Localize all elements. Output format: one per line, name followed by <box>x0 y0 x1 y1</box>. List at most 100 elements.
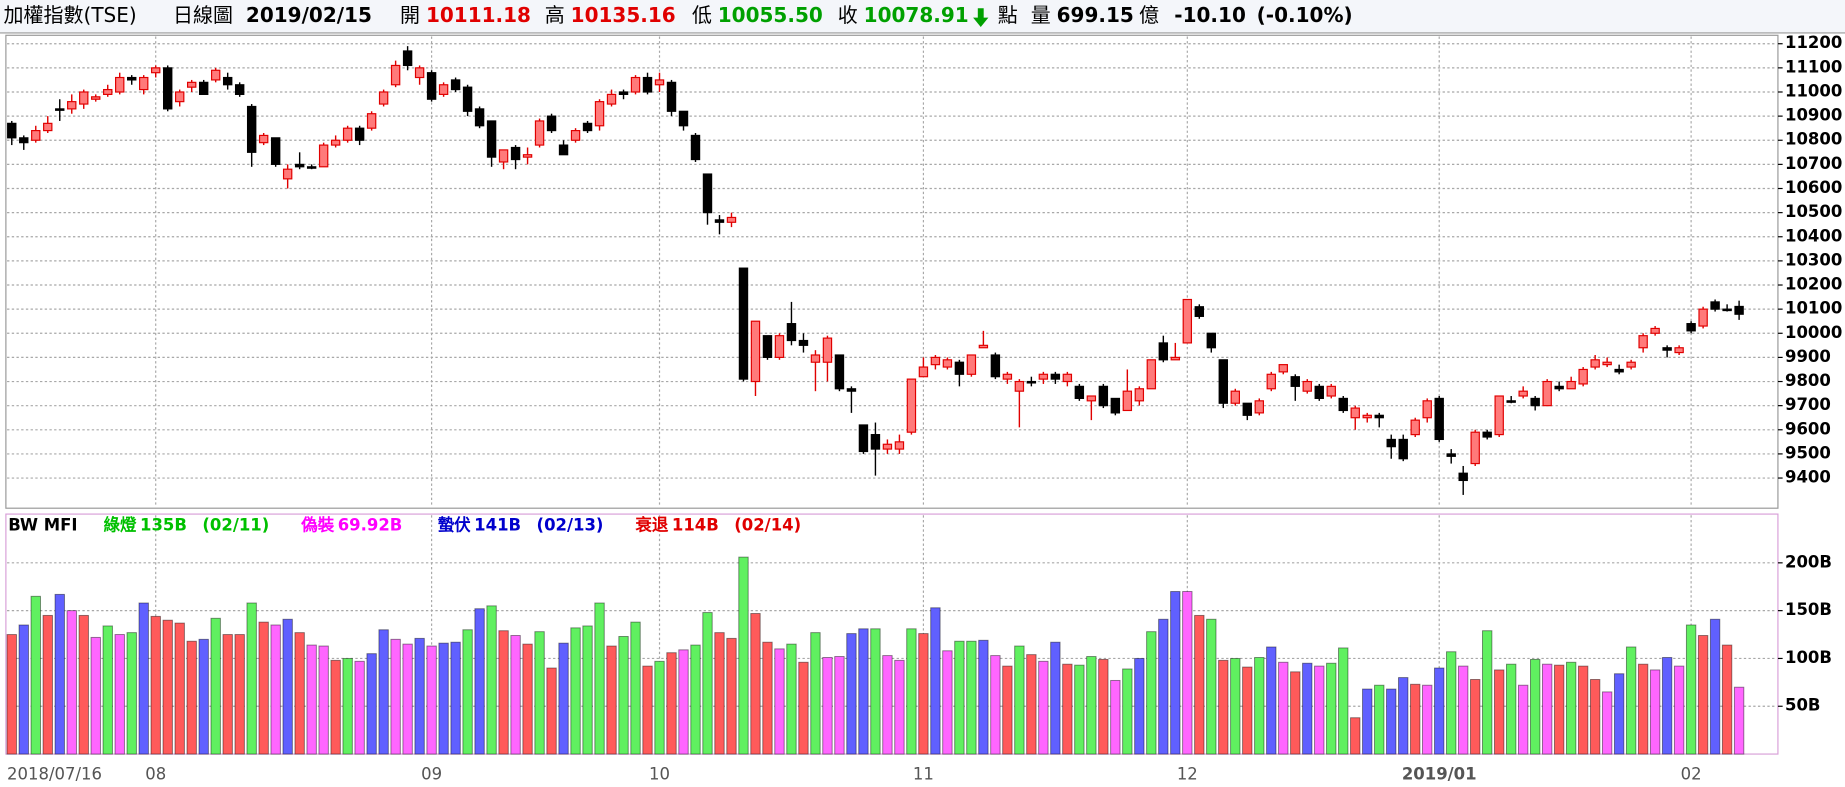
candle-body <box>79 91 89 105</box>
candle-body <box>366 113 377 129</box>
bar <box>678 649 689 755</box>
legend-date: (02/13) <box>537 515 604 534</box>
bar <box>1338 647 1349 755</box>
bar <box>1637 663 1649 755</box>
bar <box>1709 618 1721 755</box>
candle-body <box>1110 397 1121 414</box>
bar <box>630 621 641 755</box>
bar <box>1062 663 1073 755</box>
quote-value: 10111.18 <box>426 3 531 27</box>
bar <box>210 617 221 755</box>
candle-body <box>1026 380 1037 384</box>
candle-body <box>942 359 953 368</box>
candle-body <box>1302 380 1312 392</box>
bar <box>42 614 53 755</box>
candle-body <box>474 108 485 127</box>
candle-body <box>1410 419 1420 436</box>
y-tick-label: 10200 <box>1785 275 1842 294</box>
bar <box>1601 691 1613 755</box>
candle-body <box>1158 342 1169 361</box>
candle-body <box>762 335 773 358</box>
bar <box>1242 666 1253 755</box>
candle-body <box>1278 364 1288 373</box>
y-tick-label: 10900 <box>1785 106 1842 125</box>
candle-body <box>1446 453 1456 457</box>
bar <box>738 556 749 755</box>
bar <box>1146 631 1157 755</box>
candle-body <box>7 122 17 139</box>
candle-body <box>1170 356 1181 361</box>
candle-body <box>162 67 173 110</box>
candle-body <box>1050 373 1061 380</box>
candle-body <box>67 101 77 110</box>
candle-body <box>1098 385 1109 407</box>
bar <box>1530 658 1541 755</box>
candle-body <box>654 79 665 86</box>
bar <box>690 644 701 755</box>
bar <box>942 650 953 755</box>
candle-body <box>618 91 629 95</box>
bar <box>1577 665 1589 755</box>
bar <box>1553 664 1565 755</box>
bar <box>1278 661 1289 755</box>
bar <box>1158 618 1169 755</box>
bar <box>1494 669 1505 755</box>
candle-body <box>1230 390 1241 404</box>
y-tick-label: 9600 <box>1785 419 1831 438</box>
candle-body <box>318 144 329 168</box>
y-tick-label: 10500 <box>1785 202 1842 221</box>
candle-body <box>222 76 233 86</box>
bar <box>18 624 29 755</box>
candle-body <box>1206 332 1217 349</box>
candle-body <box>1134 388 1145 402</box>
bar <box>1589 679 1601 755</box>
candle-body <box>714 219 725 223</box>
bar <box>414 637 425 755</box>
candle-body <box>1662 347 1672 351</box>
candle-body <box>558 144 569 156</box>
candle-body <box>894 441 905 450</box>
bar <box>378 629 389 755</box>
bar <box>1182 591 1193 755</box>
bar <box>330 659 341 755</box>
bar <box>1110 679 1121 755</box>
bar <box>138 602 149 755</box>
candle-body <box>1530 397 1540 407</box>
bar <box>1422 684 1433 755</box>
candle-body <box>1674 347 1684 354</box>
bar <box>726 637 737 755</box>
candle-body <box>954 361 965 375</box>
candle-body <box>19 137 29 144</box>
candle-body <box>1182 298 1193 344</box>
candle-body <box>1494 395 1504 436</box>
candle-body <box>1086 395 1097 402</box>
bar <box>594 602 605 755</box>
header-title: 加權指數(TSE) <box>4 3 137 27</box>
candle-body <box>774 335 785 358</box>
candle-body <box>1734 305 1744 315</box>
bar <box>390 638 401 755</box>
candle-body <box>1254 400 1264 414</box>
bar <box>6 634 17 755</box>
bar <box>258 621 269 755</box>
x-tick-label: 11 <box>913 765 934 784</box>
bar <box>1302 662 1313 755</box>
candle-body <box>270 137 281 165</box>
candle-body <box>438 84 449 95</box>
header-bar <box>0 0 1845 33</box>
candle-body <box>1470 431 1480 465</box>
candle-body <box>966 354 977 375</box>
candle-body <box>810 354 821 363</box>
quote-label: 低 <box>692 3 712 27</box>
bar <box>198 638 209 755</box>
bar <box>402 643 413 755</box>
bar <box>498 630 509 755</box>
candle-body <box>1062 373 1073 383</box>
candle-body <box>1314 385 1324 400</box>
bar <box>30 595 41 755</box>
candle-body <box>1146 359 1157 390</box>
bar <box>102 625 113 755</box>
y-tick-label: 10100 <box>1785 299 1842 318</box>
bar <box>1470 679 1481 755</box>
bar <box>1170 591 1181 755</box>
